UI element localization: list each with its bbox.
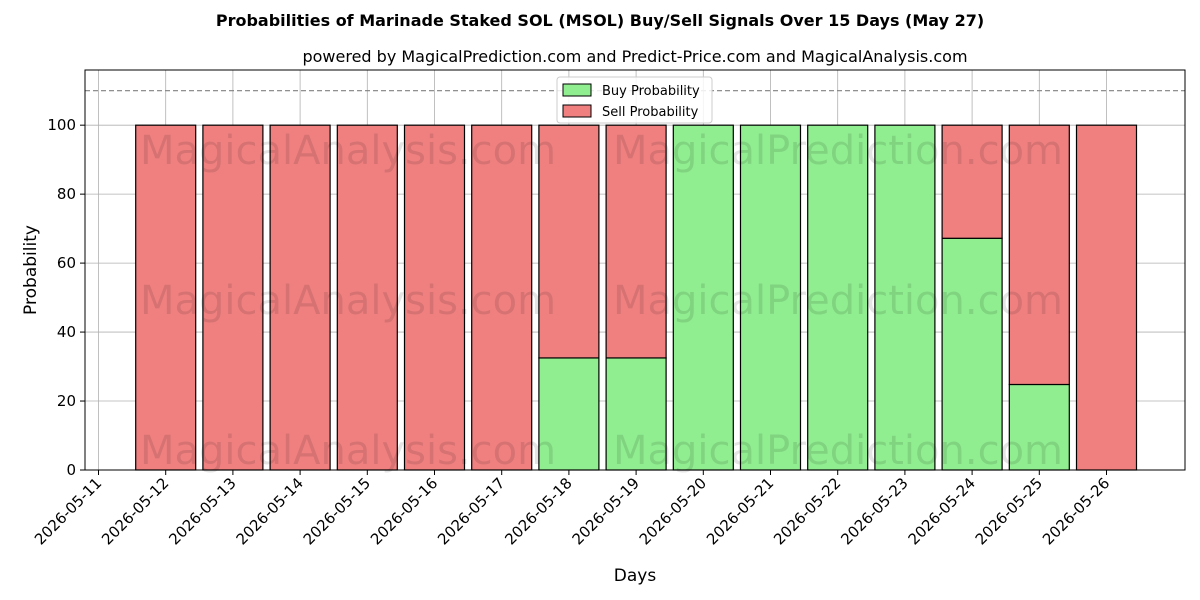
buy-bar	[941, 237, 1003, 471]
buy-bar	[807, 124, 869, 471]
watermark-text: MagicalAnalysis.com	[140, 278, 556, 324]
sell-bar	[471, 124, 533, 471]
x-tick-label: 2026-05-14	[233, 474, 307, 548]
y-tick-label: 20	[57, 392, 76, 410]
x-tick-label: 2026-05-15	[300, 474, 374, 548]
legend-sell-swatch	[562, 104, 592, 118]
y-axis-label: Probability	[21, 225, 41, 315]
buy-bar	[538, 357, 600, 471]
sell-bar	[538, 124, 600, 359]
x-tick-label: 2026-05-13	[165, 474, 239, 548]
x-axis-ticks: 2026-05-112026-05-122026-05-132026-05-14…	[31, 470, 1113, 548]
x-tick-label: 2026-05-19	[569, 474, 643, 548]
legend-buy-swatch	[562, 83, 592, 97]
watermarks: MagicalAnalysis.com MagicalPrediction.com…	[140, 128, 1063, 474]
bars	[135, 124, 1138, 471]
x-tick-label: 2026-05-25	[972, 474, 1046, 548]
x-tick-label: 2026-05-16	[367, 474, 441, 548]
y-axis-ticks: 0 20 40 60 80 100	[47, 116, 85, 479]
sell-bar	[269, 124, 331, 471]
buy-bar	[739, 124, 802, 471]
sell-bar	[941, 124, 1003, 239]
legend: Buy Probability Sell Probability	[556, 76, 713, 124]
watermark-text: MagicalAnalysis.com	[140, 128, 556, 174]
sell-bar	[1008, 124, 1070, 386]
buy-bar	[672, 124, 734, 471]
x-tick-label: 2026-05-20	[636, 474, 710, 548]
legend-box	[556, 76, 713, 124]
x-tick-label: 2026-05-22	[770, 474, 844, 548]
buy-bar	[605, 357, 667, 471]
x-axis-label: Days	[614, 566, 657, 586]
plot-frame	[84, 69, 1186, 471]
buy-bar	[874, 124, 936, 471]
buy-bar	[1008, 383, 1070, 471]
watermark-text: MagicalPrediction.com	[613, 428, 1063, 474]
chart-title: Probabilities of Marinade Staked SOL (MS…	[216, 11, 984, 30]
watermark-text: MagicalPrediction.com	[613, 278, 1063, 324]
sell-bar	[336, 124, 398, 471]
x-tick-label: 2026-05-26	[1039, 474, 1113, 548]
x-tick-label: 2026-05-23	[837, 474, 911, 548]
y-tick-label: 100	[47, 116, 76, 134]
watermark-text: MagicalAnalysis.com	[140, 428, 556, 474]
sell-bar	[605, 124, 667, 359]
x-tick-label: 2026-05-21	[703, 474, 777, 548]
x-tick-label: 2026-05-18	[501, 474, 575, 548]
x-tick-label: 2026-05-17	[434, 474, 508, 548]
chart-subtitle: powered by MagicalPrediction.com and Pre…	[302, 47, 967, 66]
x-tick-label: 2026-05-11	[31, 474, 105, 548]
x-tick-label: 2026-05-24	[905, 474, 979, 548]
watermark-text: MagicalPrediction.com	[613, 128, 1063, 174]
y-tick-label: 60	[57, 254, 76, 272]
legend-sell-label: Sell Probability	[602, 105, 699, 120]
y-tick-label: 0	[66, 461, 76, 479]
legend-buy-label: Buy Probability	[602, 84, 700, 99]
y-tick-label: 40	[57, 323, 76, 341]
y-tick-label: 80	[57, 185, 76, 203]
sell-bar	[403, 124, 466, 471]
x-tick-label: 2026-05-12	[98, 474, 172, 548]
sell-bar	[1075, 124, 1138, 471]
